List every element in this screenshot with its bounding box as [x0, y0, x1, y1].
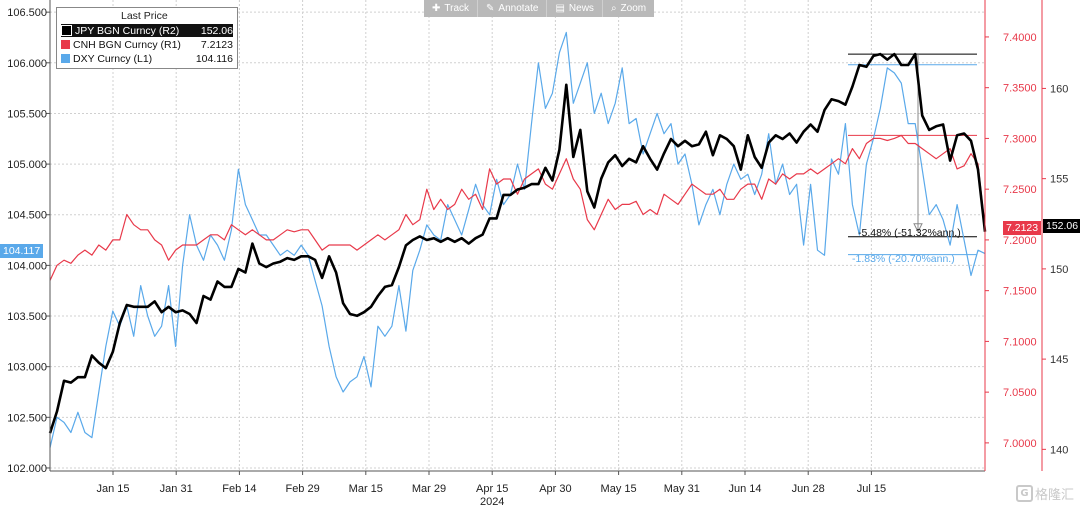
grid-lines [50, 0, 985, 471]
x-tick-label: Apr 30 [539, 483, 571, 495]
left-tick-label: 103.500 [7, 311, 47, 323]
magnifier-icon: ⌕ [610, 3, 617, 14]
x-tick-label: Feb 14 [222, 483, 256, 495]
legend-value-cnh: 7.2123 [200, 38, 233, 51]
left-tick-label: 106.000 [7, 58, 47, 70]
dxy-series-line [49, 31, 986, 448]
x-tick-label: Jan 15 [96, 483, 129, 495]
right2-tick-label: 150 [1050, 264, 1068, 276]
dxy-change-label: -1.83% (-20.70%ann.) [852, 253, 955, 265]
left-tick-label: 104.000 [7, 260, 47, 272]
right1-tick-label: 7.0000 [1003, 438, 1037, 450]
axes: 102.000 102.500 103.000 103.500 104.000 104.5… [7, 0, 1068, 507]
legend-value-dxy: 104.116 [195, 52, 233, 65]
legend-header: Last Price [121, 10, 168, 22]
watermark-text: 格隆汇 [1034, 488, 1074, 503]
x-tick-label: Jan 31 [160, 483, 193, 495]
x-tick-label: Jun 28 [792, 483, 825, 495]
legend: Last Price JPY BGN Curncy (R2) 152.06 CN… [56, 7, 238, 69]
annotate-button[interactable]: ✎ Annotate [477, 0, 546, 17]
right1-tick-label: 7.4000 [1003, 32, 1037, 44]
news-icon: ▤ [555, 3, 565, 14]
x-tick-label: May 31 [664, 483, 700, 495]
right2-tick-label: 145 [1050, 354, 1068, 366]
right1-tick-label: 7.0500 [1003, 387, 1037, 399]
chart-toolbar: ✚ Track ✎ Annotate ▤ News ⌕ Zoom [424, 0, 655, 17]
legend-row-cnh[interactable]: CNH BGN Curncy (R1) 7.2123 [61, 38, 233, 51]
legend-name-dxy: DXY Curncy (L1) [73, 52, 153, 65]
x-tick-label: Jun 14 [728, 483, 761, 495]
annotate-label: Annotate [498, 3, 539, 14]
track-label: Track [444, 3, 470, 14]
pencil-icon: ✎ [486, 3, 495, 14]
x-tick-label: May 15 [601, 483, 637, 495]
x-tick-label: Jul 15 [857, 483, 886, 495]
legend-name-jpy: JPY BGN Curncy (R2) [75, 24, 180, 37]
right1-tick-label: 7.2500 [1003, 184, 1037, 196]
left-tick-label: 105.000 [7, 159, 47, 171]
watermark-logo-icon: G [1015, 485, 1033, 502]
right1-tick-label: 7.2000 [1003, 235, 1037, 247]
dxy-last-badge: 104.117 [0, 244, 44, 258]
x-tick-label: Apr 15 [476, 483, 508, 495]
watermark: G 格隆汇 [1015, 484, 1074, 503]
jpy-series-line [48, 52, 987, 434]
series-layer [48, 31, 987, 448]
left-tick-label: 103.000 [7, 362, 47, 374]
right2-tick-label: 140 [1050, 444, 1068, 456]
legend-row-jpy[interactable]: JPY BGN Curncy (R2) 152.06 [61, 24, 233, 37]
right2-tick-label: 155 [1050, 174, 1068, 186]
cnh-last-badge: 7.2123 [1003, 221, 1042, 235]
crosshair-icon: ✚ [432, 3, 441, 14]
left-tick-label: 102.000 [7, 463, 47, 475]
x-year-label: 2024 [480, 496, 504, 507]
zoom-label: Zoom [620, 3, 647, 14]
legend-swatch-cnh [61, 40, 70, 49]
news-button[interactable]: ▤ News [546, 0, 601, 17]
measure-lines [848, 53, 977, 256]
legend-swatch-jpy [61, 25, 72, 36]
left-tick-label: 106.500 [7, 7, 47, 19]
right1-tick-label: 7.3500 [1003, 83, 1037, 95]
x-tick-label: Feb 29 [285, 483, 319, 495]
legend-swatch-dxy [61, 54, 70, 63]
zoom-button[interactable]: ⌕ Zoom [601, 0, 654, 17]
news-label: News [568, 3, 594, 14]
right2-tick-label: 160 [1050, 83, 1068, 95]
x-tick-label: Mar 29 [412, 483, 446, 495]
jpy-last-badge: 152.06 [1043, 219, 1080, 233]
left-tick-label: 105.500 [7, 108, 47, 120]
right1-tick-label: 7.1000 [1003, 336, 1037, 348]
left-tick-label: 102.500 [7, 412, 47, 424]
x-tick-label: Mar 15 [349, 483, 383, 495]
measure-annotations: -5.48% (-51.32%ann.) -1.83% (-20.70%ann.… [852, 227, 961, 265]
legend-row-dxy[interactable]: DXY Curncy (L1) 104.116 [61, 52, 233, 65]
left-tick-label: 104.500 [7, 210, 47, 222]
cnh-series-line [49, 134, 986, 281]
right1-tick-label: 7.1500 [1003, 286, 1037, 298]
legend-value-jpy: 152.06 [200, 24, 233, 37]
jpy-change-label: -5.48% (-51.32%ann.) [858, 227, 961, 239]
right1-tick-label: 7.3000 [1003, 133, 1037, 145]
track-button[interactable]: ✚ Track [424, 0, 477, 17]
measure-arrow [913, 223, 923, 233]
legend-name-cnh: CNH BGN Curncy (R1) [73, 38, 181, 51]
